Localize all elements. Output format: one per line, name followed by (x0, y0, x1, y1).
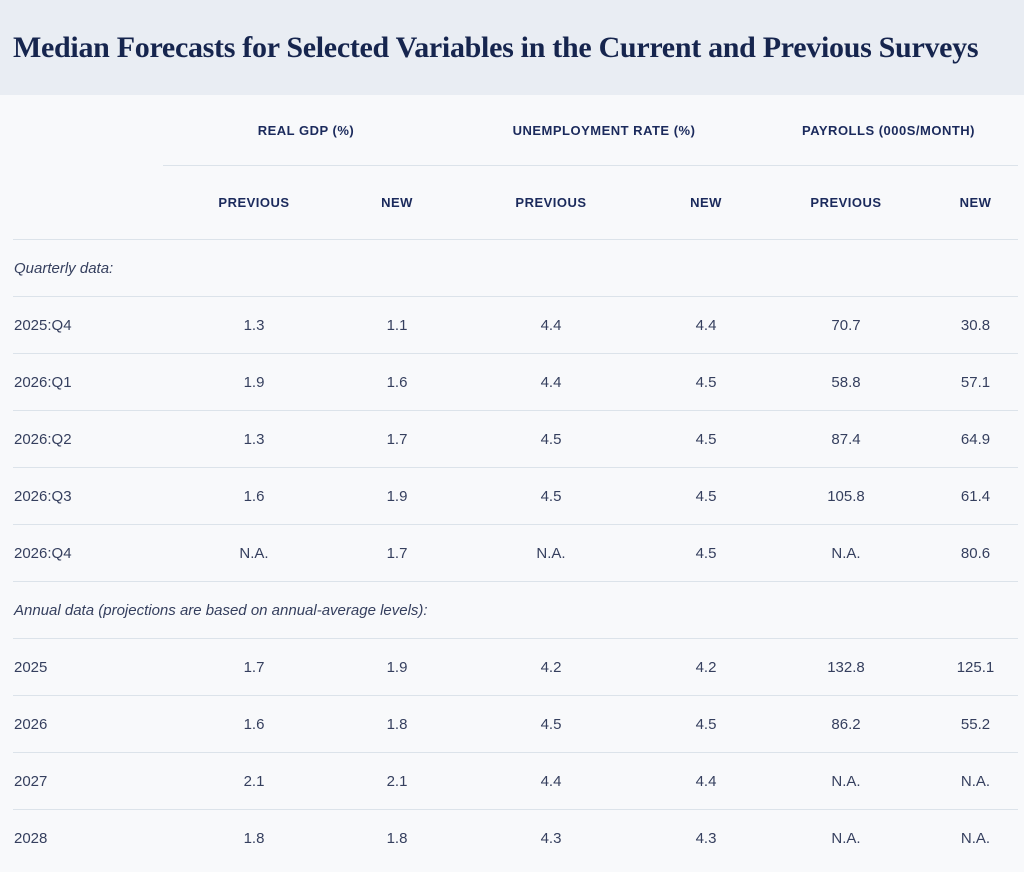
group-header-real-gdp: REAL GDP (%) (163, 95, 449, 166)
value-cell: 4.3 (695, 829, 717, 847)
table-row: 2026 1.6 1.8 4.5 4.5 86.2 55.2 (13, 695, 1018, 753)
value-cell: 1.6 (243, 715, 265, 733)
value-cell: 4.4 (540, 772, 562, 790)
section-label-row: Quarterly data: (13, 239, 1018, 297)
value-cell: 1.9 (386, 658, 408, 676)
value-cell: 1.3 (243, 430, 265, 448)
section-label: Annual data (projections are based on an… (14, 601, 428, 619)
value-cell: 86.2 (831, 715, 861, 733)
value-cell: 4.5 (540, 430, 562, 448)
value-cell: 55.2 (960, 715, 991, 733)
value-cell: 4.2 (540, 658, 562, 676)
col-header-gdp-new: NEW (381, 195, 413, 210)
page-title: Median Forecasts for Selected Variables … (13, 30, 979, 64)
table-row: 2028 1.8 1.8 4.3 4.3 N.A. N.A. (13, 809, 1018, 867)
value-cell: 132.8 (827, 658, 865, 676)
value-cell: 57.1 (960, 373, 991, 391)
row-label-cell: 2026 (14, 715, 48, 733)
value-cell: 80.6 (960, 544, 991, 562)
row-label-cell: 2026:Q4 (14, 544, 72, 562)
value-cell: 1.9 (386, 487, 408, 505)
table-row: 2026:Q4 N.A. 1.7 N.A. 4.5 N.A. 80.6 (13, 524, 1018, 582)
value-cell: 4.3 (540, 829, 562, 847)
value-cell: 2.1 (243, 772, 265, 790)
value-cell: 4.5 (695, 487, 717, 505)
value-cell: 1.7 (386, 544, 408, 562)
value-cell: 4.4 (540, 316, 562, 334)
table-section: REAL GDP (%) UNEMPLOYMENT RATE (%) PAYRO… (0, 95, 1024, 866)
col-header-unemployment-new: NEW (690, 195, 722, 210)
value-cell: 1.7 (243, 658, 265, 676)
value-cell: N.A. (960, 772, 991, 790)
value-cell: N.A. (831, 829, 861, 847)
value-cell: 4.2 (695, 658, 717, 676)
row-label-cell: 2026:Q2 (14, 430, 72, 448)
value-cell: 1.8 (386, 829, 408, 847)
group-header-row: REAL GDP (%) UNEMPLOYMENT RATE (%) PAYRO… (13, 95, 1018, 166)
value-cell: 64.9 (960, 430, 991, 448)
table-row: 2027 2.1 2.1 4.4 4.4 N.A. N.A. (13, 752, 1018, 810)
value-cell: 2.1 (386, 772, 408, 790)
col-header-payrolls-previous: PREVIOUS (810, 195, 882, 210)
value-cell: 58.8 (831, 373, 861, 391)
forecast-table: REAL GDP (%) UNEMPLOYMENT RATE (%) PAYRO… (13, 95, 1018, 866)
value-cell: 4.5 (695, 430, 717, 448)
row-label-cell: 2026:Q3 (14, 487, 72, 505)
table-row: 2025:Q4 1.3 1.1 4.4 4.4 70.7 30.8 (13, 296, 1018, 354)
table-row: 2026:Q1 1.9 1.6 4.4 4.5 58.8 57.1 (13, 353, 1018, 411)
value-cell: 87.4 (831, 430, 861, 448)
row-label-cell: 2027 (14, 772, 48, 790)
col-header-unemployment-previous: PREVIOUS (515, 195, 587, 210)
section-label-row: Annual data (projections are based on an… (13, 581, 1018, 639)
value-cell: 1.7 (386, 430, 408, 448)
value-cell: N.A. (960, 829, 991, 847)
value-cell: 1.9 (243, 373, 265, 391)
value-cell: 4.5 (695, 715, 717, 733)
row-label-cell: 2026:Q1 (14, 373, 72, 391)
table-body: Quarterly data: 2025:Q4 1.3 1.1 4.4 4.4 70.7 30… (13, 239, 1018, 867)
value-cell: 1.6 (386, 373, 408, 391)
col-header-payrolls-new: NEW (959, 195, 992, 210)
value-cell: 1.8 (386, 715, 408, 733)
value-cell: 1.3 (243, 316, 265, 334)
value-cell: N.A. (831, 772, 861, 790)
value-cell: 105.8 (827, 487, 865, 505)
row-label-cell: 2028 (14, 829, 48, 847)
corner-cell (13, 166, 163, 240)
value-cell: 4.5 (540, 715, 562, 733)
value-cell: 4.5 (540, 487, 562, 505)
value-cell: 1.6 (243, 487, 265, 505)
page-header: Median Forecasts for Selected Variables … (0, 0, 1024, 95)
value-cell: N.A. (831, 544, 861, 562)
value-cell: 1.8 (243, 829, 265, 847)
value-cell: 70.7 (831, 316, 861, 334)
value-cell: 61.4 (960, 487, 991, 505)
table-row: 2026:Q3 1.6 1.9 4.5 4.5 105.8 61.4 (13, 467, 1018, 525)
corner-cell (13, 95, 163, 166)
row-label-cell: 2025 (14, 658, 48, 676)
section-label: Quarterly data: (14, 259, 114, 277)
value-cell: 4.5 (695, 373, 717, 391)
group-header-payrolls: PAYROLLS (000S/MONTH) (759, 95, 1018, 166)
sub-header-row: PREVIOUS NEW PREVIOUS NEW PREVIOUS NEW (13, 166, 1018, 240)
value-cell: 125.1 (956, 658, 995, 676)
group-header-unemployment-rate: UNEMPLOYMENT RATE (%) (449, 95, 759, 166)
value-cell: 4.4 (695, 772, 717, 790)
value-cell: N.A. (239, 544, 269, 562)
value-cell: N.A. (536, 544, 566, 562)
value-cell: 30.8 (960, 316, 991, 334)
value-cell: 1.1 (386, 316, 408, 334)
value-cell: 4.4 (695, 316, 717, 334)
table-row: 2025 1.7 1.9 4.2 4.2 132.8 125.1 (13, 638, 1018, 696)
table-row: 2026:Q2 1.3 1.7 4.5 4.5 87.4 64.9 (13, 410, 1018, 468)
col-header-gdp-previous: PREVIOUS (218, 195, 290, 210)
value-cell: 4.5 (695, 544, 717, 562)
row-label-cell: 2025:Q4 (14, 316, 72, 334)
value-cell: 4.4 (540, 373, 562, 391)
